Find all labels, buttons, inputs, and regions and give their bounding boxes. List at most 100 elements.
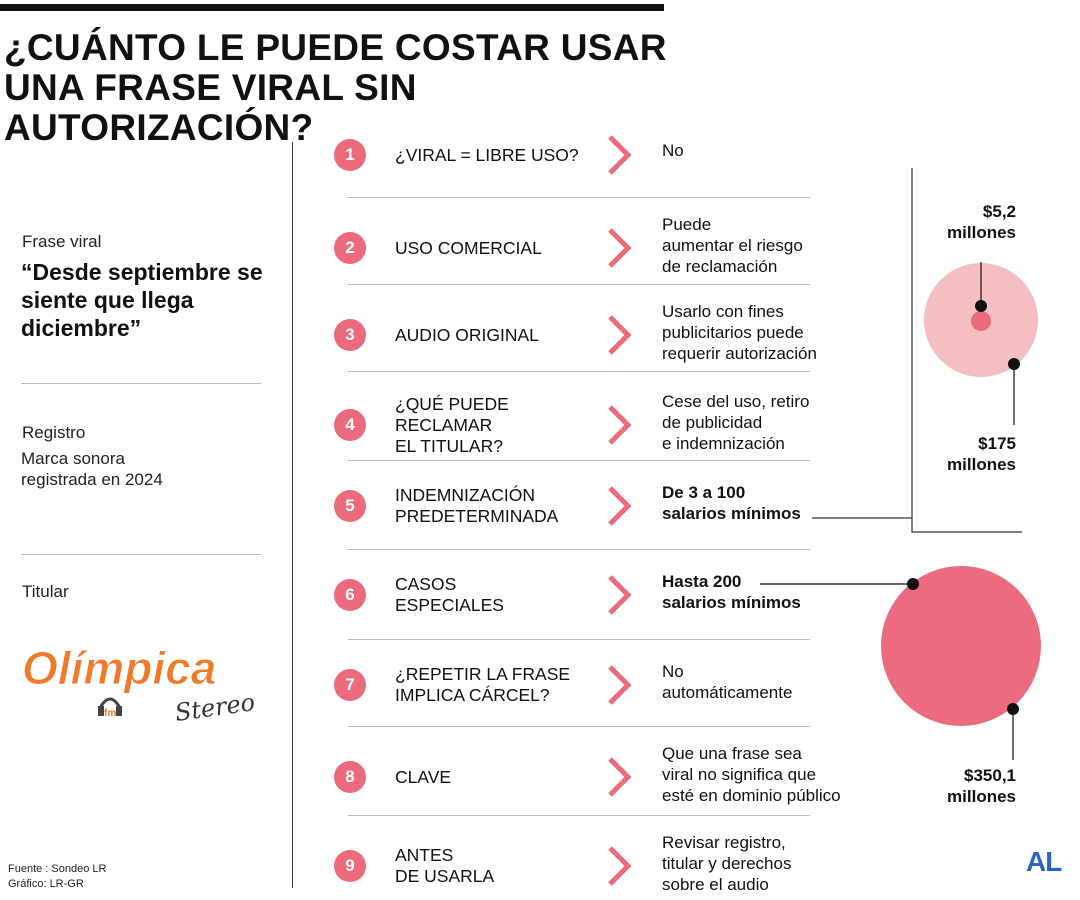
chevron-right-icon (608, 135, 632, 175)
registro-line-2: registrada en 2024 (21, 470, 163, 489)
step-value-line: publicitarios puede (662, 322, 804, 342)
step-row: 7 ¿REPETIR LA FRASE IMPLICA CÁRCEL? No autom… (292, 660, 852, 727)
step-value-line: No (662, 662, 684, 681)
step-value-line: viral no significa que (662, 764, 817, 784)
step-value-line: Usarlo con fines (662, 301, 784, 321)
chevron-right-icon (608, 405, 632, 445)
row-divider (348, 371, 810, 372)
step-value-line: Revisar registro, (662, 832, 786, 852)
title-line-1: ¿CUÁNTO LE PUEDE COSTAR USAR (4, 27, 667, 68)
amount-5-2-unit: millones (947, 223, 1016, 242)
step-label-line: AUDIO ORIGINAL (395, 324, 539, 345)
amount-5-2-value: $5,2 (982, 202, 1016, 221)
step-number-badge: 3 (334, 319, 366, 351)
step-value-line: aumentar el riesgo (662, 235, 803, 255)
step-row: 6 CASOS ESPECIALES Hasta 200 salarios mínimo… (292, 570, 852, 640)
step-value-line: requerir autorización (662, 343, 817, 363)
amount-350-1-value: $350,1 (964, 766, 1016, 785)
step-value-line: De 3 a 100 (662, 483, 746, 502)
chevron-right-icon (608, 575, 632, 615)
left-divider-1 (21, 383, 261, 384)
step-row: 8 CLAVE Que una frase sea viral no signific… (292, 744, 852, 816)
top-rule (0, 4, 664, 11)
step-label-line: IMPLICA CÁRCEL? (395, 685, 550, 705)
step-value-line: salarios mínimos (662, 504, 801, 523)
step-label: ¿QUÉ PUEDE RECLAMAR EL TITULAR? (395, 394, 509, 457)
step-label: CASOS ESPECIALES (395, 574, 504, 616)
step-value-line: sobre el audio (662, 874, 769, 894)
step-label: INDEMNIZACIÓN PREDETERMINADA (395, 485, 558, 527)
step-value-line: Cese del uso, retiro (662, 391, 810, 411)
chevron-right-icon (608, 228, 632, 268)
chevron-right-icon (608, 315, 632, 355)
step-number-badge: 6 (334, 579, 366, 611)
step-value-line: de publicidad (662, 412, 763, 432)
step-number-badge: 7 (334, 669, 366, 701)
step-label-line: DE USARLA (395, 866, 495, 886)
titular-label: Titular (22, 582, 69, 601)
column-divider (292, 142, 293, 888)
chevron-right-icon (608, 486, 632, 526)
step-label-line: USO COMERCIAL (395, 237, 542, 258)
step-value-line: Puede (662, 214, 712, 234)
step-number-badge: 1 (334, 139, 366, 171)
step-label: CLAVE (395, 767, 451, 788)
step-value: Que una frase sea viral no significa que e… (662, 743, 841, 806)
step-row: 3 AUDIO ORIGINAL Usarlo con fines publicita… (292, 302, 852, 372)
brand-logo: AL (1026, 846, 1062, 877)
step-value: De 3 a 100 salarios mínimos (662, 482, 801, 524)
step-label-line: CLAVE (395, 766, 452, 787)
step-label: ANTES DE USARLA (395, 845, 494, 887)
step-value: Usarlo con fines publicitarios puede reque… (662, 301, 817, 364)
step-value-line: Hasta 200 (662, 572, 742, 591)
amount-175: $175 millones (900, 433, 1016, 475)
step-value: No automáticamente (662, 661, 792, 703)
dot-350-1 (1007, 703, 1019, 715)
title-line-2: UNA FRASE VIRAL SIN AUTORIZACIÓN? (4, 67, 417, 148)
row-divider (348, 639, 810, 640)
step-label-line: ESPECIALES (395, 595, 504, 615)
step-value: Cese del uso, retiro de publicidad e indem… (662, 391, 809, 454)
step-number-badge: 2 (334, 232, 366, 264)
source-note: Fuente : Sondeo LR Gráfico: LR-GR (8, 862, 106, 892)
row-divider (348, 549, 810, 550)
step-row: 4 ¿QUÉ PUEDE RECLAMAR EL TITULAR? Cese del u… (292, 391, 852, 461)
amount-350-1-unit: millones (947, 787, 1016, 806)
step-label-line: INDEMNIZACIÓN (395, 485, 535, 505)
row-divider (348, 460, 810, 461)
step-label-line: ¿VIRAL = LIBRE USO? (395, 144, 579, 165)
step-label-line: EL TITULAR? (395, 435, 503, 456)
dot-5-2 (975, 300, 987, 312)
step-value-line: salarios mínimos (662, 593, 801, 612)
registro-label: Registro (22, 423, 86, 442)
viral-phrase: “Desde septiembre se siente que llega di… (21, 259, 263, 341)
olimpica-stereo-logo: Olímpica fm Stereo (22, 642, 257, 728)
step-value: Hasta 200 salarios mínimos (662, 571, 801, 613)
bracket-line (911, 168, 1022, 533)
logo-main-text: Olímpica (22, 642, 216, 694)
amount-5-2: $5,2 millones (900, 201, 1016, 243)
step-row: 2 USO COMERCIAL Puede aumentar el riesgo de … (292, 215, 852, 285)
amount-175-value: $175 (978, 434, 1016, 453)
step-label-line: CASOS (395, 574, 457, 594)
circle-5-2 (971, 311, 991, 331)
step-value-line: de reclamación (662, 256, 778, 276)
source-line: Fuente : Sondeo LR (8, 863, 107, 875)
headphones-icon (98, 697, 122, 709)
step-number-badge: 9 (334, 850, 366, 882)
step-row: 9 ANTES DE USARLA Revisar registro, titular … (292, 833, 852, 896)
registro-value: Marca sonora registrada en 2024 (21, 448, 163, 490)
chevron-right-icon (608, 665, 632, 705)
page-title: ¿CUÁNTO LE PUEDE COSTAR USAR UNA FRASE V… (4, 28, 704, 148)
step-label: ¿VIRAL = LIBRE USO? (395, 145, 579, 166)
chevron-right-icon (608, 846, 632, 886)
step-number-badge: 4 (334, 409, 366, 441)
step-label-line: ANTES (395, 845, 454, 865)
phrase-label: Frase viral (22, 232, 102, 251)
circle-350-1 (881, 566, 1041, 726)
step-label: ¿REPETIR LA FRASE IMPLICA CÁRCEL? (395, 664, 570, 706)
step-row: 5 INDEMNIZACIÓN PREDETERMINADA De 3 a 100 sa… (292, 481, 852, 550)
step-value: No (662, 140, 684, 161)
step-number-badge: 8 (334, 761, 366, 793)
